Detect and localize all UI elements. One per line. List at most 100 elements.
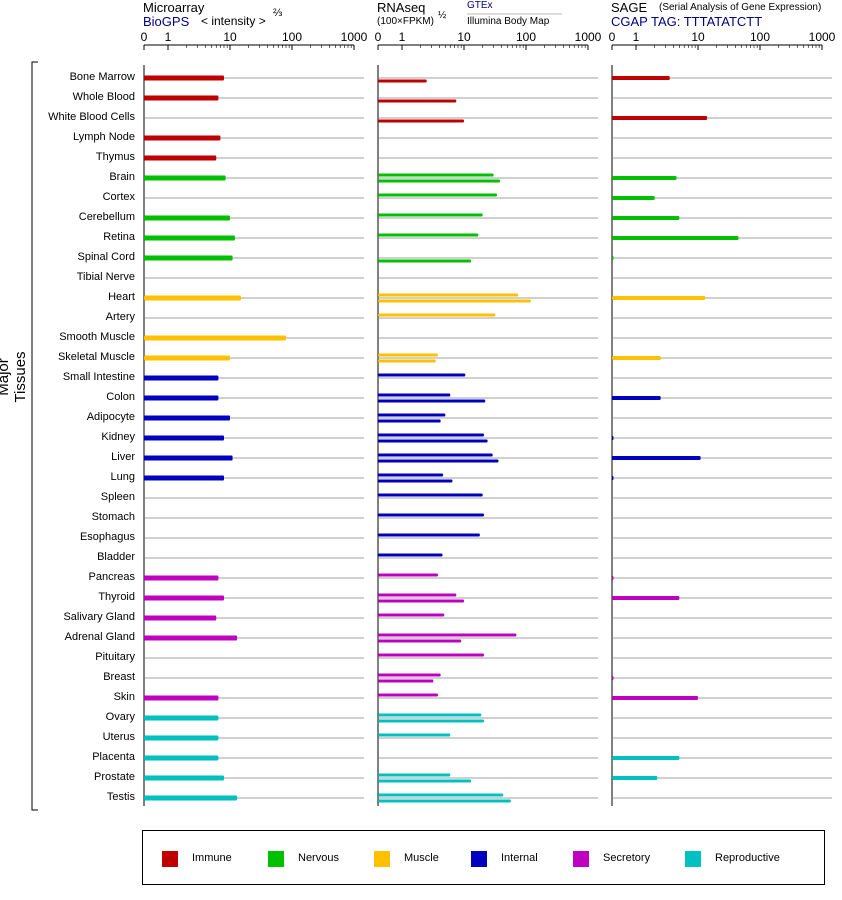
rnaseq-bar bbox=[378, 179, 500, 183]
rnaseq-bar bbox=[378, 419, 441, 423]
microarray-bar bbox=[144, 795, 238, 801]
tissue-label: Esophagus bbox=[79, 531, 135, 543]
legend-swatch bbox=[573, 851, 589, 867]
tissue-label: Liver bbox=[111, 451, 135, 463]
rnaseq-bar bbox=[378, 353, 438, 357]
tissue-label: Breast bbox=[103, 671, 135, 683]
microarray-bar bbox=[144, 215, 230, 221]
tissue-label: Adrenal Gland bbox=[64, 631, 135, 643]
legend-swatch bbox=[162, 851, 178, 867]
legend-label: Secretory bbox=[603, 852, 651, 864]
sage-bar bbox=[612, 296, 706, 300]
tissue-label: Kidney bbox=[101, 431, 135, 443]
rnaseq-tick-label: 1000 bbox=[575, 30, 602, 44]
microarray-tick-label: 100 bbox=[282, 30, 302, 44]
sage-bar bbox=[612, 436, 614, 440]
sage-bar bbox=[612, 116, 708, 120]
rnaseq-bar bbox=[378, 299, 531, 303]
sage-bar bbox=[612, 356, 661, 360]
microarray-tick-label: 1 bbox=[165, 30, 172, 44]
sage-bar bbox=[612, 256, 614, 260]
rnaseq-bar bbox=[378, 693, 438, 697]
microarray-tick-label: 0 bbox=[141, 30, 148, 44]
sage-bar bbox=[612, 696, 698, 700]
expression-chart: 0 1 10 100 1000 0 1 10 100 1000 0 1 10 100 1000 bbox=[31, 13, 836, 811]
rnaseq-bar bbox=[378, 359, 436, 363]
rnaseq-bar bbox=[378, 373, 466, 377]
sage-title: SAGE bbox=[611, 0, 648, 15]
microarray-source: BioGPS bbox=[143, 14, 190, 29]
tissue-label: Prostate bbox=[94, 771, 135, 783]
rnaseq-bar bbox=[378, 99, 457, 103]
microarray-bar bbox=[144, 295, 241, 301]
sage-tick-label: 1 bbox=[633, 30, 640, 44]
rnaseq-bar bbox=[378, 713, 482, 717]
rnaseq-bar bbox=[378, 473, 444, 477]
sage-bar bbox=[612, 396, 661, 400]
tissue-label: Adipocyte bbox=[86, 411, 135, 423]
tissue-label: Bone Marrow bbox=[69, 71, 135, 83]
microarray-bar bbox=[144, 155, 217, 161]
rnaseq-bar bbox=[378, 439, 488, 443]
tissue-label: Testis bbox=[106, 791, 135, 803]
tissue-label: Colon bbox=[106, 391, 135, 403]
tissue-label: Bladder bbox=[97, 551, 135, 563]
rnaseq-bar bbox=[378, 719, 484, 723]
microarray-bar bbox=[144, 175, 226, 181]
rnaseq-tick-label: 0 bbox=[375, 30, 382, 44]
sage-bar bbox=[612, 476, 614, 480]
legend-label: Muscle bbox=[404, 852, 439, 864]
microarray-unit: < intensity > bbox=[201, 14, 266, 28]
rnaseq-bar bbox=[378, 673, 441, 677]
rnaseq-bar bbox=[378, 399, 486, 403]
microarray-bar bbox=[144, 755, 219, 761]
microarray-bar bbox=[144, 395, 219, 401]
sage-bar bbox=[612, 756, 680, 760]
rnaseq-exponent: ½ bbox=[438, 10, 447, 21]
tissue-label: White Blood Cells bbox=[48, 111, 135, 123]
rnaseq-bar bbox=[378, 773, 451, 777]
legend-label: Immune bbox=[192, 852, 232, 864]
rnaseq-unit: (100×FPKM) bbox=[377, 16, 434, 27]
rnaseq-bar bbox=[378, 479, 453, 483]
tissue-label: Whole Blood bbox=[72, 91, 135, 103]
microarray-bar bbox=[144, 375, 219, 381]
rnaseq-bar bbox=[378, 633, 517, 637]
tissue-label: Cortex bbox=[102, 191, 135, 203]
rnaseq-bar bbox=[378, 193, 497, 197]
sage-tag: CGAP TAG: TTTATATCTT bbox=[611, 14, 763, 29]
microarray-bar bbox=[144, 255, 233, 261]
sage-bar bbox=[612, 216, 680, 220]
rnaseq-bar bbox=[378, 639, 462, 643]
legend-swatch bbox=[685, 851, 701, 867]
rnaseq-bar bbox=[378, 533, 480, 537]
rnaseq-bar bbox=[378, 493, 483, 497]
tissue-label: Lung bbox=[110, 471, 135, 483]
microarray-bar bbox=[144, 355, 230, 361]
microarray-bar bbox=[144, 475, 224, 481]
sage-bar bbox=[612, 76, 670, 80]
microarray-bar bbox=[144, 695, 219, 701]
microarray-bar bbox=[144, 455, 233, 461]
legend-swatch bbox=[471, 851, 487, 867]
rnaseq-tick-label: 1 bbox=[399, 30, 406, 44]
legend-label: Internal bbox=[501, 852, 538, 864]
tissue-label: Brain bbox=[109, 171, 135, 183]
rnaseq-bar bbox=[378, 459, 499, 463]
tissue-label: Salivary Gland bbox=[63, 611, 135, 623]
tissue-label: Skeletal Muscle bbox=[57, 351, 135, 363]
rnaseq-tick-label: 100 bbox=[516, 30, 536, 44]
tissue-label: Stomach bbox=[91, 511, 135, 523]
tissue-label: Ovary bbox=[105, 711, 135, 723]
sage-subtitle: (Serial Analysis of Gene Expression) bbox=[659, 2, 822, 13]
tissue-label: Skin bbox=[113, 691, 135, 703]
tissue-label: Artery bbox=[105, 311, 135, 323]
microarray-bar bbox=[144, 775, 224, 781]
rnaseq-bar bbox=[378, 679, 434, 683]
tissue-bracket bbox=[31, 61, 38, 811]
microarray-bar bbox=[144, 715, 219, 721]
sage-bar bbox=[612, 236, 739, 240]
sage-bar bbox=[612, 456, 701, 460]
rnaseq-bar bbox=[378, 453, 493, 457]
rnaseq-bar bbox=[378, 173, 494, 177]
